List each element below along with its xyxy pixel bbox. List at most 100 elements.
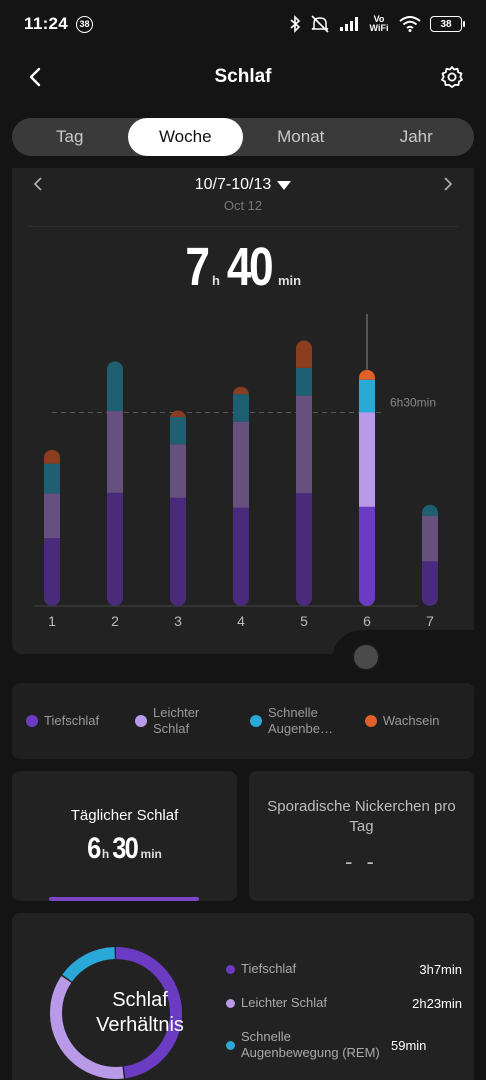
chevron-right-icon (444, 177, 453, 191)
donut-label-line1: Schlaf (112, 989, 168, 1011)
selected-sleep-duration: 7 h 40 min (12, 236, 474, 298)
legend-dot (249, 715, 262, 727)
bar-day-3[interactable] (170, 410, 186, 606)
app-header: Schlaf (0, 52, 486, 102)
naps-title: Sporadische Nickerchen pro Tag (267, 798, 456, 835)
tab-tag[interactable]: Tag (56, 127, 84, 146)
battery-icon: 38 (430, 16, 465, 32)
ratio-value: 2h23min (412, 995, 462, 1011)
bar-day-2[interactable] (107, 361, 123, 606)
legend-label: Schnelle Augenbe… (267, 705, 333, 736)
ratio-dot (226, 998, 235, 1008)
next-week-button[interactable] (436, 172, 460, 196)
status-icons: Vo WiFi 38 (289, 14, 465, 34)
bar-segment-0 (422, 561, 438, 606)
volte-wifi-label: Vo WiFi (369, 14, 389, 33)
bar-segment-2 (44, 463, 60, 494)
x-tick-label: 1 (48, 613, 56, 629)
bar-day-4[interactable] (233, 386, 249, 606)
bar-segment-1 (359, 412, 375, 507)
x-tick-label: 6 (363, 613, 371, 629)
bar-segment-0 (170, 497, 186, 606)
status-time: 11:24 (24, 14, 69, 33)
mute-icon (310, 14, 330, 34)
bar-segment-1 (44, 493, 60, 539)
bar-segment-1 (422, 515, 438, 562)
ratio-row-deep: Tiefschlaf 3h7min (226, 961, 462, 977)
x-tick-label: 3 (174, 613, 182, 629)
x-tick-label: 5 (300, 613, 308, 629)
bar-segment-2 (170, 416, 186, 445)
divider (28, 226, 458, 227)
back-button[interactable] (22, 64, 48, 90)
daily-sleep-value: 6 h 30 min (12, 832, 237, 866)
sleep-ratio-donut (50, 947, 182, 1079)
bar-day-6[interactable] (359, 369, 375, 606)
x-tick-label: 7 (426, 613, 434, 629)
caret-down-icon (277, 180, 292, 190)
daily-hours-unit: h (101, 847, 110, 861)
ratio-row-light: Leichter Schlaf 2h23min (226, 995, 462, 1011)
duration-hours-unit: h (211, 273, 220, 288)
selected-date: Oct 12 (223, 198, 263, 213)
legend-card: Tiefschlaf Leichter Schlaf Schnelle Auge… (12, 683, 474, 759)
previous-week-button[interactable] (26, 172, 50, 196)
ratio-value: 3h7min (419, 961, 462, 977)
gear-icon (441, 66, 463, 88)
bar-segment-1 (296, 395, 312, 494)
bar-segment-3 (233, 386, 249, 395)
ratio-row-rem: Schnelle Augenbewegung (REM) 59min (226, 1029, 462, 1061)
legend-dot (135, 715, 147, 727)
legend-label: Wachsein (382, 713, 440, 728)
tab-woche[interactable]: Woche (127, 118, 243, 156)
duration-hours: 7 (185, 237, 210, 297)
donut-label-line2: Verhältnis (96, 1014, 184, 1036)
donut-label: Schlaf Verhältnis (60, 988, 220, 1038)
chart-drag-handle[interactable] (352, 643, 380, 671)
bar-day-5[interactable] (296, 340, 312, 606)
duration-minutes-unit: min (277, 273, 302, 288)
legend-label: Leichter Schlaf (153, 705, 200, 736)
bar-segment-0 (107, 492, 123, 606)
date-range-picker[interactable]: 10/7-10/13 (195, 176, 292, 194)
active-indicator (49, 897, 199, 901)
daily-minutes: 30 (112, 832, 139, 865)
tab-jahr[interactable]: Jahr (399, 127, 433, 146)
ratio-dot (226, 1040, 235, 1050)
reference-line-label: 6h30min (390, 396, 436, 410)
bar-segment-3 (359, 369, 375, 380)
bar-segment-2 (107, 361, 123, 412)
bar-segment-3 (296, 340, 312, 368)
legend-item-deep: Tiefschlaf (26, 713, 135, 729)
bar-segment-0 (233, 507, 249, 606)
bar-segment-3 (170, 410, 186, 417)
date-range-row: 10/7-10/13 (12, 172, 474, 198)
daily-sleep-title: Täglicher Schlaf (70, 807, 179, 824)
bar-segment-2 (233, 394, 249, 422)
notification-badge: 38 (76, 15, 94, 33)
legend-dot (364, 715, 377, 727)
period-tabs: Tag Woche Monat Jahr (12, 118, 474, 156)
daily-minutes-unit: min (140, 847, 162, 861)
legend-item-rem: Schnelle Augenbe… (249, 705, 365, 737)
wifi-icon (399, 14, 421, 34)
bar-segment-3 (44, 449, 60, 464)
naps-card[interactable]: Sporadische Nickerchen pro Tag - - (249, 771, 474, 901)
signal-icon (339, 14, 359, 34)
date-range-label: 10/7-10/13 (194, 176, 272, 193)
bar-day-7[interactable] (422, 504, 438, 606)
weekly-chart-card: 10/7-10/13 Oct 12 7 h 40 min 6h30min 1 2 3 4… (12, 168, 474, 654)
x-tick-label: 2 (111, 613, 119, 629)
bar-day-1[interactable] (44, 449, 60, 606)
tab-monat[interactable]: Monat (277, 127, 325, 146)
bar-segment-0 (359, 506, 375, 606)
sleep-bar-chart[interactable]: 6h30min 1 2 3 4 5 6 7 (12, 308, 474, 648)
legend-label: Tiefschlaf (44, 713, 100, 728)
bluetooth-icon (289, 14, 301, 34)
ratio-label: Leichter Schlaf (241, 995, 327, 1010)
x-tick-label: 4 (237, 613, 245, 629)
bar-segment-1 (170, 444, 186, 498)
settings-button[interactable] (438, 63, 466, 91)
daily-sleep-card[interactable]: Täglicher Schlaf 6 h 30 min (12, 771, 237, 901)
donut-segment-0 (50, 947, 182, 1079)
